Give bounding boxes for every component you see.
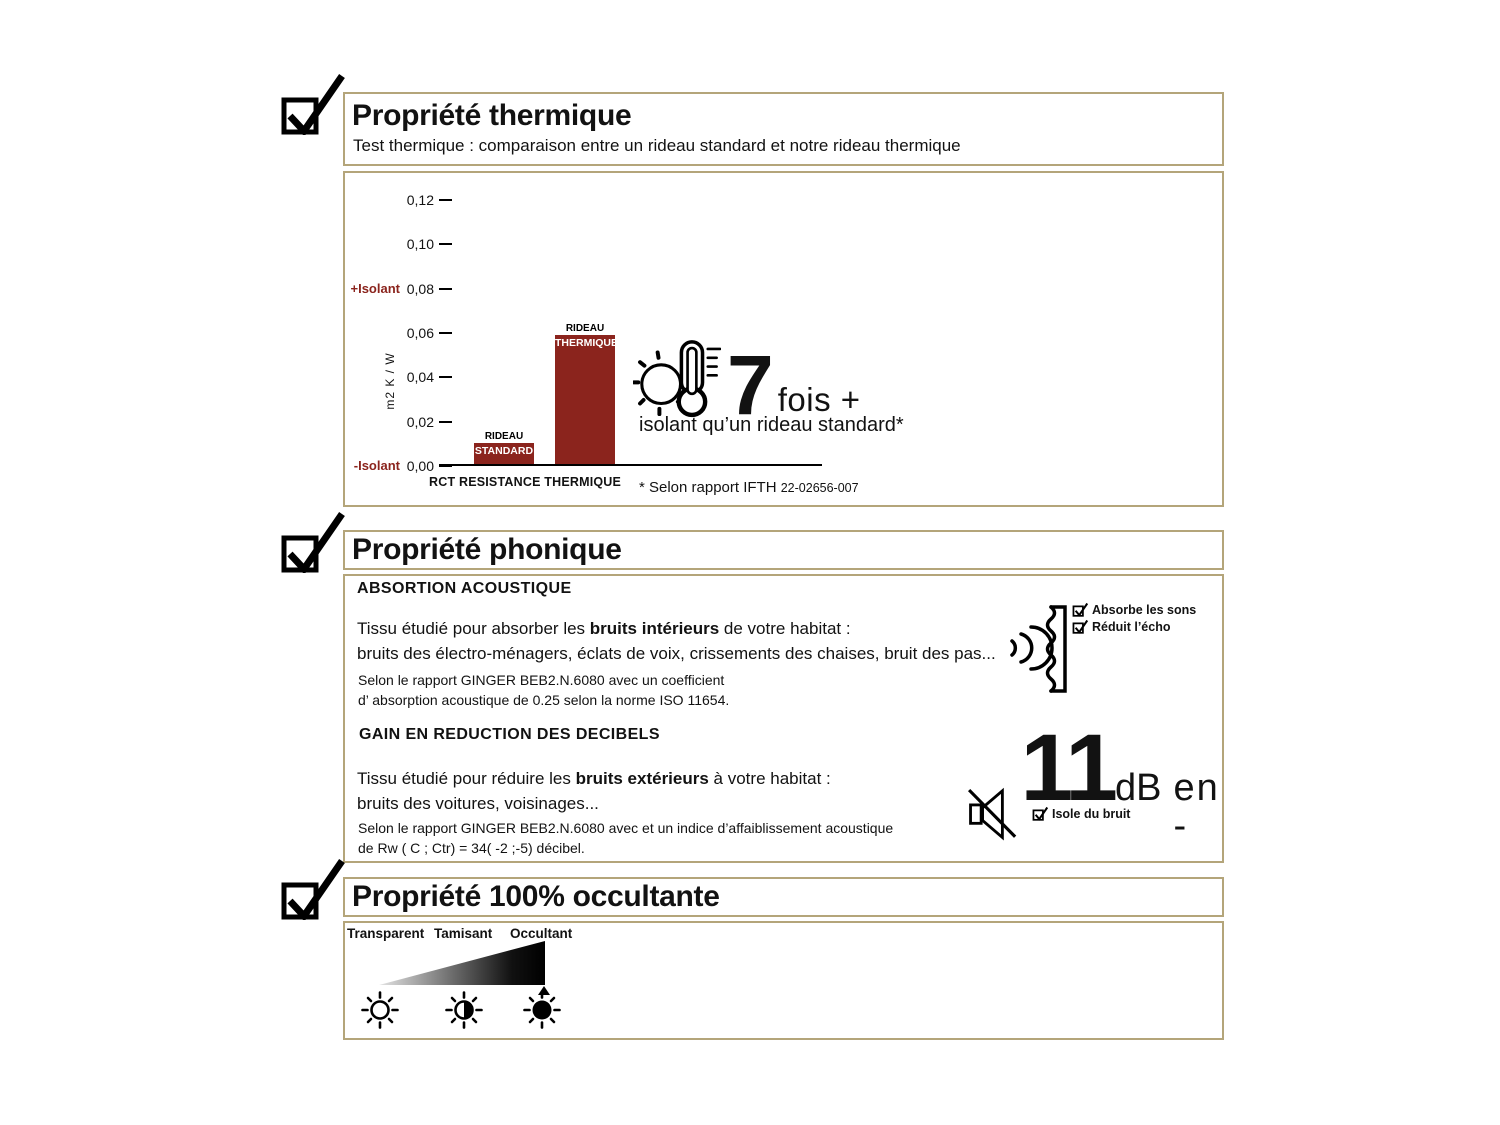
absorption-line1-post: de votre habitat : xyxy=(719,619,851,638)
thermal-highlight-value: 7 xyxy=(727,338,774,433)
absorption-note: Selon le rapport GINGER BEB2.N.6080 avec… xyxy=(358,670,729,710)
chart-y-unit: m2 K / W xyxy=(383,352,397,410)
blackout-title: Propriété 100% occultante xyxy=(352,880,720,913)
chart-iso-annotations: +Isolant -Isolant xyxy=(345,200,401,473)
footnote-ref: 22-02656-007 xyxy=(780,481,859,495)
y-tick: 0,08 xyxy=(407,280,452,298)
db-unit: dB xyxy=(1114,767,1162,809)
thermal-header-box: Propriété thermique Test thermique : com… xyxy=(343,92,1224,166)
gain-note: Selon le rapport GINGER BEB2.N.6080 avec… xyxy=(358,818,893,858)
absorption-paragraph: Tissu étudié pour absorber les bruits in… xyxy=(357,616,996,666)
gain-line1-pre: Tissu étudié pour réduire les xyxy=(357,769,576,788)
chart-x-label: RCT RESISTANCE THERMIQUE xyxy=(429,475,622,489)
chart-footnote: * Selon rapport IFTH 22-02656-007 xyxy=(639,479,859,496)
check-label: Isole du bruit xyxy=(1052,807,1131,821)
y-tick: 0,02 xyxy=(407,413,452,431)
check-isole-du-bruit: Isole du bruit xyxy=(1032,806,1130,822)
acoustic-header-box: Propriété phonique xyxy=(343,530,1224,570)
chart-baseline xyxy=(439,464,822,466)
absorption-note1: Selon le rapport GINGER BEB2.N.6080 avec… xyxy=(358,672,725,688)
y-tick: 0,10 xyxy=(407,235,452,253)
bar-plot: RIDEAU STANDARD RIDEAU THERMIQUE xyxy=(439,200,822,466)
blackout-content-box: Transparent Tamisant Occultant xyxy=(343,921,1224,1040)
checkbox-checked-icon xyxy=(281,859,345,920)
bar-inside-label: THERMIQUE xyxy=(555,337,618,350)
y-tick: 0,04 xyxy=(407,368,452,386)
checkbox-checked-icon xyxy=(1072,619,1088,634)
level-label-transparent: Transparent xyxy=(347,926,425,941)
thermal-title: Propriété thermique xyxy=(352,99,632,132)
acoustic-title: Propriété phonique xyxy=(352,533,622,566)
db-value: 11 xyxy=(1020,715,1118,821)
y-tick: 0,00 xyxy=(407,457,452,475)
thermal-highlight-suffix: fois + xyxy=(777,381,861,418)
y-tick: 0,06 xyxy=(407,324,452,342)
bar-inside-label: STANDARD xyxy=(474,444,534,457)
muted-speaker-icon xyxy=(967,787,1017,841)
gain-heading: GAIN EN REDUCTION DES DECIBELS xyxy=(359,726,660,743)
thermal-highlight-caption: isolant qu’un rideau standard* xyxy=(639,414,904,436)
gain-paragraph: Tissu étudié pour réduire les bruits ext… xyxy=(357,766,831,816)
absorption-note2: d’ absorption acoustique de 0.25 selon l… xyxy=(358,692,730,708)
thermal-highlight: 7 fois + xyxy=(633,338,861,433)
occultant-marker xyxy=(538,986,550,995)
thermal-chart-box: +Isolant -Isolant 0,12 0,10 0,08 0,06 0,04 0,0… xyxy=(343,171,1224,507)
opacity-gradient-triangle xyxy=(379,941,545,985)
checkbox-checked-icon xyxy=(1032,806,1048,821)
thermal-subtitle: Test thermique : comparaison entre un ri… xyxy=(353,136,961,155)
sun-outline-icon xyxy=(361,991,399,1029)
check-label: Réduit l’écho xyxy=(1092,620,1171,634)
checkbox-checked-icon xyxy=(281,512,345,573)
db-highlight: 11 dB en - xyxy=(967,715,1232,847)
gain-note2: de Rw ( C ; Ctr) = 34( -2 ;-5) décibel. xyxy=(358,840,585,856)
absorption-heading: ABSORTION ACOUSTIQUE xyxy=(357,580,572,597)
gain-line2: bruits des voitures, voisinages... xyxy=(357,794,599,813)
check-label: Absorbe les sons xyxy=(1092,603,1197,617)
acoustic-content-box: ABSORTION ACOUSTIQUE Tissu étudié pour a… xyxy=(343,574,1224,863)
blackout-header-box: Propriété 100% occultante xyxy=(343,877,1224,917)
chart-y-axis: 0,12 0,10 0,08 0,06 0,04 0,02 0,00 xyxy=(345,192,452,474)
gain-line1-post: à votre habitat : xyxy=(708,769,831,788)
checkbox-checked-icon xyxy=(281,74,345,135)
check-reduit-echo: Réduit l’écho xyxy=(1072,619,1170,635)
iso-annotation: -Isolant xyxy=(353,458,400,473)
bar-rideau-thermique: RIDEAU THERMIQUE xyxy=(555,323,618,464)
sound-wave-curtain-icon xyxy=(1010,605,1067,693)
gain-line1-bold: bruits extérieurs xyxy=(575,769,709,788)
bar-top-label: RIDEAU xyxy=(484,430,524,442)
db-tail: en - xyxy=(1173,767,1220,847)
checkbox-checked-icon xyxy=(1072,602,1088,617)
sun-half-icon xyxy=(445,991,483,1029)
absorption-line1-bold: bruits intérieurs xyxy=(589,619,720,638)
level-label-occultant: Occultant xyxy=(510,926,573,941)
iso-annotation: +Isolant xyxy=(350,280,401,296)
check-absorbe-les-sons: Absorbe les sons xyxy=(1072,602,1196,618)
bar-top-label: RIDEAU xyxy=(565,323,605,335)
gain-note1: Selon le rapport GINGER BEB2.N.6080 avec… xyxy=(358,820,894,836)
bar-rideau-standard: RIDEAU STANDARD xyxy=(474,431,534,464)
y-tick: 0,12 xyxy=(407,191,452,209)
absorption-line2: bruits des électro-ménagers, éclats de v… xyxy=(357,644,996,663)
absorption-line1-pre: Tissu étudié pour absorber les xyxy=(357,619,590,638)
sun-thermometer-icon xyxy=(633,340,721,418)
footnote-text: * Selon rapport IFTH xyxy=(639,479,781,496)
level-label-tamisant: Tamisant xyxy=(434,926,493,941)
sun-filled-icon xyxy=(523,991,561,1029)
